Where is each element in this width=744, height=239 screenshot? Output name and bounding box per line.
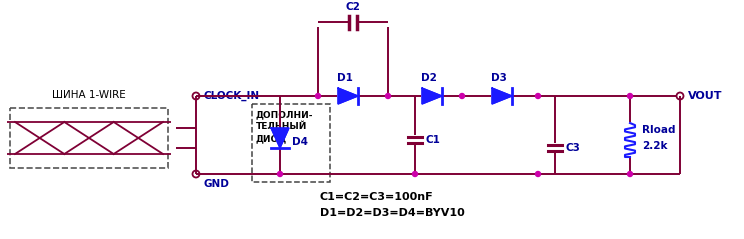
Circle shape [536,172,540,176]
Text: ДИОД: ДИОД [256,134,287,143]
Circle shape [627,93,632,98]
Text: VOUT: VOUT [688,91,722,101]
Text: C1: C1 [425,135,440,145]
Text: D3: D3 [491,73,507,83]
Circle shape [315,93,321,98]
Circle shape [412,172,417,176]
Text: ДОПОЛНИ-: ДОПОЛНИ- [256,110,313,119]
Text: C3: C3 [565,143,580,153]
Text: C2: C2 [345,2,360,12]
Polygon shape [271,128,289,148]
Text: D2: D2 [421,73,437,83]
Circle shape [385,93,391,98]
Polygon shape [492,88,512,104]
Text: D4: D4 [292,137,308,147]
Bar [252,104,330,182]
Text: CLOCK_IN: CLOCK_IN [203,91,259,101]
Text: D1=D2=D3=D4=BYV10: D1=D2=D3=D4=BYV10 [320,208,465,218]
Polygon shape [422,88,442,104]
Circle shape [460,93,464,98]
Bar [10,108,168,168]
Text: C1=C2=C3=100nF: C1=C2=C3=100nF [320,192,434,202]
Circle shape [278,172,283,176]
Polygon shape [338,88,358,104]
Text: ТЕЛЬНЫЙ: ТЕЛЬНЫЙ [256,122,307,131]
Text: ШИНА 1-WIRE: ШИНА 1-WIRE [52,90,126,100]
Circle shape [627,172,632,176]
Text: Rload: Rload [642,125,676,135]
Circle shape [536,93,540,98]
Text: GND: GND [203,179,229,189]
Text: 2.2k: 2.2k [642,141,667,151]
Text: D1: D1 [337,73,353,83]
